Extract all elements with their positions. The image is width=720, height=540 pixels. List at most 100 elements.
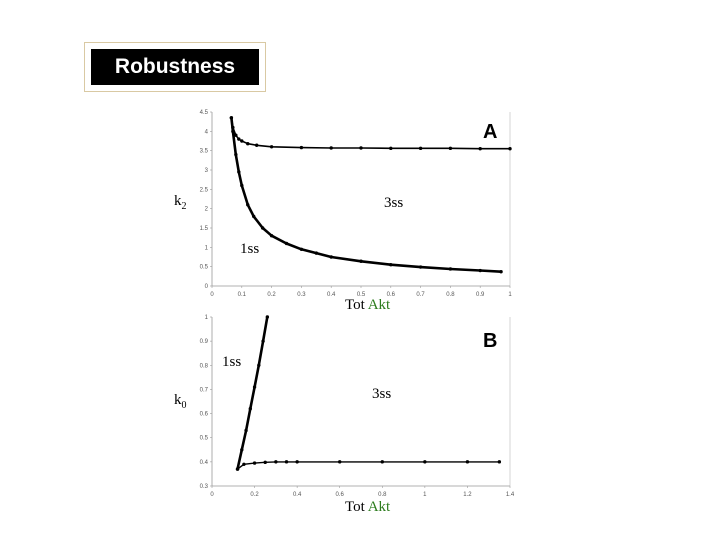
x-tick-label-b-0: 0	[210, 492, 214, 498]
data-point-b-1-2	[244, 428, 248, 433]
data-point-b-0-4	[274, 460, 278, 464]
y-axis-label-a-sub: 2	[181, 201, 187, 212]
data-point-a-1-3	[237, 170, 241, 174]
y-tick-label-a-7: 3.5	[200, 149, 209, 155]
y-tick-label-a-3: 1.5	[200, 226, 209, 232]
data-point-a-0-8	[299, 145, 304, 150]
y-tick-label-a-9: 4.5	[200, 110, 209, 116]
data-point-b-0-6	[295, 460, 299, 464]
y-axis-label-b-main: k	[174, 392, 182, 408]
data-point-b-0-7	[338, 460, 342, 464]
data-point-a-0-13	[448, 146, 453, 151]
data-point-a-0-3	[237, 137, 241, 141]
y-tick-label-b-1: 0.4	[200, 460, 209, 466]
x-axis-label-a-akt: Akt	[367, 297, 391, 313]
x-tick-label-b-4: 0.8	[378, 492, 387, 498]
data-point-a-1-11	[314, 251, 318, 255]
data-point-a-1-9	[284, 241, 289, 246]
slide-title: Robustness	[89, 47, 261, 87]
data-point-a-1-5	[246, 203, 250, 207]
x-tick-label-b-3: 0.6	[336, 492, 345, 498]
y-axis-label-b-sub: 0	[181, 400, 187, 411]
x-tick-label-a-3: 0.3	[297, 292, 306, 298]
x-axis-label-b-akt: Akt	[367, 499, 391, 515]
data-point-a-0-2	[234, 133, 238, 137]
data-point-a-0-14	[478, 147, 482, 151]
x-tick-label-a-8: 0.8	[446, 292, 455, 298]
x-tick-label-b-6: 1.2	[463, 492, 472, 498]
x-tick-label-a-4: 0.4	[327, 292, 336, 298]
y-tick-label-b-7: 1	[205, 315, 209, 321]
data-point-b-0-5	[284, 460, 289, 464]
data-point-a-1-12	[329, 255, 333, 259]
y-axis-label-b: k0	[174, 392, 187, 411]
y-tick-label-b-3: 0.6	[200, 412, 209, 418]
x-axis-label-a-prefix: Tot	[345, 297, 368, 313]
data-point-a-0-7	[269, 145, 274, 149]
x-tick-label-b-1: 0.2	[250, 492, 259, 498]
x-axis-label-b: Tot Akt	[345, 499, 390, 516]
data-point-b-0-11	[497, 460, 502, 464]
x-tick-label-b-2: 0.4	[293, 492, 302, 498]
y-axis-label-a: k2	[174, 193, 187, 212]
data-point-b-1-3	[248, 407, 253, 411]
x-tick-label-b-5: 1	[423, 492, 427, 498]
y-tick-label-a-4: 2	[205, 207, 209, 213]
data-point-a-1-7	[260, 226, 265, 230]
panel-letter-a: A	[483, 121, 497, 143]
data-point-a-0-12	[418, 146, 423, 151]
data-point-a-1-0	[229, 116, 234, 120]
y-tick-label-b-2: 0.5	[200, 436, 209, 442]
x-tick-label-a-7: 0.7	[416, 292, 425, 298]
data-point-a-1-17	[478, 268, 482, 273]
data-point-a-1-10	[299, 247, 304, 251]
data-point-b-0-9	[423, 460, 427, 464]
series-line-b-0	[237, 461, 500, 470]
panel-letter-b: B	[483, 330, 497, 352]
data-point-b-1-1	[240, 448, 244, 452]
region-label-a-3ss: 3ss	[384, 195, 404, 211]
data-point-b-1-5	[257, 363, 261, 367]
y-tick-label-b-0: 0.3	[200, 484, 209, 490]
x-axis-label-a: Tot Akt	[345, 297, 390, 314]
x-tick-label-a-6: 0.6	[387, 292, 396, 298]
data-point-a-0-5	[246, 142, 250, 146]
y-tick-label-a-1: 0.5	[200, 265, 209, 271]
data-point-b-0-3	[263, 460, 267, 465]
data-point-b-1-0	[235, 467, 240, 471]
data-point-a-0-4	[240, 139, 244, 143]
region-label-b-3ss: 3ss	[372, 386, 392, 402]
data-point-a-1-2	[234, 152, 238, 157]
data-point-a-1-15	[418, 265, 423, 269]
data-point-a-1-13	[359, 259, 363, 263]
series-line-b-1	[236, 316, 269, 470]
y-tick-label-a-2: 1	[205, 245, 209, 251]
x-tick-label-a-0: 0	[210, 292, 214, 298]
data-point-a-0-9	[329, 146, 333, 150]
data-point-a-0-6	[255, 143, 259, 147]
region-label-a-1ss: 1ss	[240, 241, 260, 257]
data-point-a-0-11	[389, 146, 393, 151]
y-tick-label-b-5: 0.8	[200, 363, 209, 369]
y-tick-label-b-4: 0.7	[200, 387, 209, 393]
y-tick-label-a-0: 0	[205, 284, 209, 290]
x-tick-label-b-7: 1.4	[506, 492, 515, 498]
data-point-b-0-10	[465, 460, 470, 464]
x-tick-label-a-5: 0.5	[357, 292, 366, 298]
data-point-a-1-8	[269, 234, 274, 238]
region-label-b-1ss: 1ss	[222, 354, 242, 370]
data-point-b-1-6	[261, 339, 265, 343]
data-point-a-0-10	[359, 146, 363, 150]
data-point-a-1-4	[240, 183, 244, 188]
data-point-a-1-18	[499, 269, 503, 274]
x-tick-label-a-10: 1	[508, 292, 512, 298]
series-line-a-1	[230, 117, 502, 273]
y-tick-label-a-8: 4	[205, 129, 209, 135]
data-point-b-0-1	[242, 462, 246, 466]
data-point-a-1-14	[389, 263, 393, 267]
data-point-a-0-15	[508, 147, 512, 151]
x-tick-label-a-1: 0.1	[238, 292, 247, 298]
y-tick-label-a-5: 2.5	[200, 187, 209, 193]
data-point-b-0-8	[380, 460, 384, 464]
